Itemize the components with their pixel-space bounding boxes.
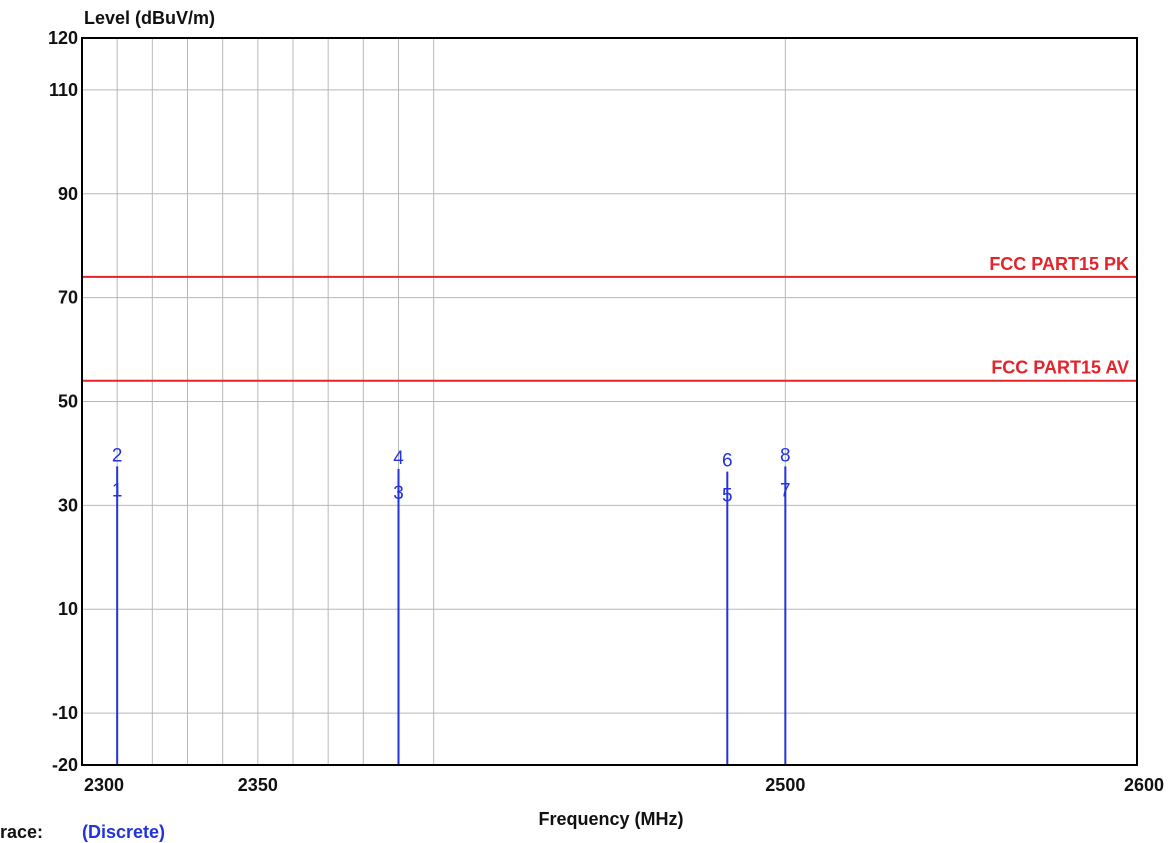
trace-value: (Discrete) bbox=[82, 822, 165, 842]
x-axis-ticks: 2300 2350 2500 2600 bbox=[84, 775, 1164, 795]
y-tick-label: 70 bbox=[58, 288, 78, 308]
y-tick-label: 120 bbox=[48, 28, 78, 48]
limit-lines: FCC PART15 PK FCC PART15 AV bbox=[82, 254, 1137, 382]
limit-line-label: FCC PART15 AV bbox=[991, 358, 1129, 378]
x-tick-label: 2350 bbox=[238, 775, 278, 795]
x-axis-label: Frequency (MHz) bbox=[538, 809, 683, 829]
grid-lines bbox=[82, 38, 1137, 765]
marker-label: 7 bbox=[780, 480, 791, 501]
x-tick-label: 2300 bbox=[84, 775, 124, 795]
trace-label: race: bbox=[0, 822, 43, 842]
marker-label: 8 bbox=[780, 445, 791, 466]
y-tick-label: 10 bbox=[58, 599, 78, 619]
x-tick-label: 2600 bbox=[1124, 775, 1164, 795]
y-axis-ticks: 120 110 90 70 50 30 10 -10 -20 bbox=[48, 28, 78, 775]
x-tick-label: 2500 bbox=[765, 775, 805, 795]
marker-label: 3 bbox=[393, 483, 404, 504]
y-tick-label: 110 bbox=[49, 80, 78, 100]
y-tick-label: -20 bbox=[52, 755, 78, 775]
y-tick-label: 50 bbox=[58, 392, 78, 412]
plot-area-frame bbox=[81, 37, 1138, 766]
y-tick-label: -10 bbox=[52, 703, 78, 723]
marker-label: 2 bbox=[112, 445, 123, 466]
limit-line-label: FCC PART15 PK bbox=[989, 254, 1129, 274]
y-axis-label: Level (dBuV/m) bbox=[84, 8, 215, 28]
y-tick-label: 90 bbox=[58, 184, 78, 204]
marker-label: 1 bbox=[112, 480, 123, 501]
marker-label: 5 bbox=[722, 486, 733, 507]
y-tick-label: 30 bbox=[58, 495, 78, 515]
marker-label: 6 bbox=[722, 451, 733, 472]
marker-label: 4 bbox=[393, 448, 404, 469]
discrete-trace: 2 1 4 3 6 5 8 7 bbox=[112, 445, 791, 765]
